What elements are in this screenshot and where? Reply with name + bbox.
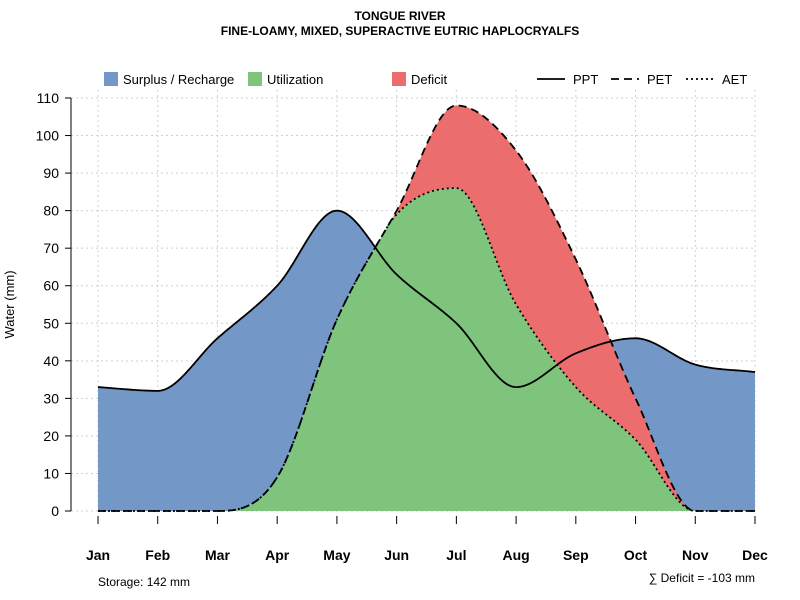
y-tick-label: 0 <box>51 503 59 519</box>
y-tick-label: 110 <box>37 90 60 106</box>
x-tick-label: Nov <box>682 547 709 563</box>
y-tick-label: 20 <box>43 428 59 444</box>
x-tick-label: Jul <box>446 547 466 563</box>
deficit-annotation: ∑ Deficit = -103 mm <box>649 571 755 585</box>
legend-label: Deficit <box>411 72 448 87</box>
chart-subtitle: FINE-LOAMY, MIXED, SUPERACTIVE EUTRIC HA… <box>220 24 580 38</box>
y-tick-label: 80 <box>43 203 59 219</box>
legend-label: Utilization <box>267 72 323 87</box>
y-tick-label: 70 <box>43 240 59 256</box>
x-tick-label: Jan <box>86 547 110 563</box>
legend-swatch-1 <box>248 72 262 86</box>
y-tick-label: 10 <box>43 465 59 481</box>
legend-label: PET <box>647 72 672 87</box>
x-tick-label: Oct <box>624 547 648 563</box>
legend-label: PPT <box>573 72 598 87</box>
y-tick-label: 60 <box>43 278 59 294</box>
y-tick-label: 40 <box>43 353 59 369</box>
storage-annotation: Storage: 142 mm <box>98 575 190 589</box>
x-tick-label: Mar <box>205 547 230 563</box>
surplus-area <box>98 188 755 512</box>
x-tick-label: Apr <box>265 547 290 563</box>
y-tick-label: 50 <box>43 315 59 331</box>
series-line-aet <box>98 187 755 512</box>
y-tick-label: 90 <box>43 165 59 181</box>
deficit-area <box>98 105 755 511</box>
x-tick-label: Jun <box>384 547 409 563</box>
x-tick-label: Feb <box>145 547 170 563</box>
legend-label: Surplus / Recharge <box>123 72 234 87</box>
legend-swatch-0 <box>104 72 118 86</box>
x-tick-label: May <box>323 547 350 563</box>
series-line-ppt <box>97 209 756 392</box>
y-tick-label: 100 <box>36 128 60 144</box>
x-tick-label: Dec <box>742 547 768 563</box>
chart-title: TONGUE RIVER <box>354 9 446 23</box>
series-line-pet <box>98 104 755 512</box>
y-tick-label: 30 <box>43 390 59 406</box>
utilization-area <box>98 188 755 512</box>
legend-label: AET <box>722 72 747 87</box>
x-tick-label: Aug <box>502 547 529 563</box>
legend-swatch-2 <box>392 72 406 86</box>
x-tick-label: Sep <box>563 547 589 563</box>
y-axis-label: Water (mm) <box>2 270 17 338</box>
